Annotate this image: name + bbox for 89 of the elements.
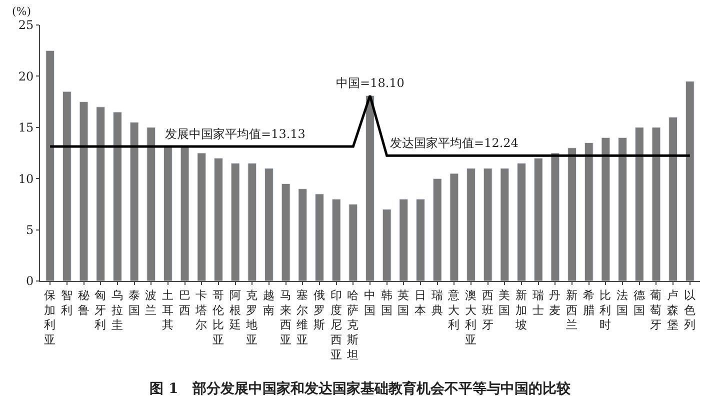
bar xyxy=(517,162,526,281)
bar xyxy=(584,142,594,281)
y-tick-label: 0 xyxy=(26,274,34,288)
x-tick-label: 瑞士 xyxy=(532,288,544,317)
bar xyxy=(534,158,543,281)
x-tick-label: 匈牙利 xyxy=(94,288,107,332)
bar xyxy=(348,204,358,281)
bar xyxy=(466,168,476,281)
bar xyxy=(601,137,610,281)
text: 图 1 部分发展中国家和发达国家基础教育机会不平等与中国的比较 xyxy=(150,380,572,398)
x-tick-label: 新加坡 xyxy=(514,288,528,332)
y-axis-title: (%) xyxy=(12,5,32,18)
x-tick-label: 保加利亚 xyxy=(44,288,56,347)
x-tick-label: 中国 xyxy=(364,288,376,317)
bar xyxy=(618,137,628,281)
bar xyxy=(685,81,694,281)
x-tick-label: 日本 xyxy=(414,288,427,317)
bar xyxy=(332,198,341,281)
x-tick-label: 新西兰 xyxy=(566,288,578,332)
bar xyxy=(164,146,172,281)
x-tick-label: 丹麦 xyxy=(549,288,562,317)
annotation: 发达国家平均值=12.24 xyxy=(390,136,519,150)
x-tick-label: 波兰 xyxy=(145,288,158,317)
bar xyxy=(214,158,223,281)
annotation: 中国=18.10 xyxy=(336,76,404,90)
bar xyxy=(248,162,257,281)
x-tick-label: 韩国 xyxy=(380,288,393,317)
x-tick-label: 以色列 xyxy=(684,288,696,332)
bar xyxy=(652,127,661,281)
annotation: 发展中国家平均值=13.13 xyxy=(165,127,306,141)
x-tick-label: 土耳其 xyxy=(162,288,174,332)
bar xyxy=(197,152,206,281)
x-tick-label: 印度尼西亚 xyxy=(330,288,342,362)
x-tick-label: 卢森堡 xyxy=(667,288,680,332)
x-tick-label: 乌拉圭 xyxy=(111,288,124,332)
x-tick-label: 澳大利亚 xyxy=(465,288,478,347)
bar xyxy=(416,198,425,281)
y-tick-label: 25 xyxy=(18,18,34,32)
bar xyxy=(281,183,290,281)
x-tick-label: 美国 xyxy=(498,288,511,317)
bar xyxy=(568,148,576,281)
bar xyxy=(450,173,459,281)
bar xyxy=(79,102,88,281)
x-tick-label: 秘鲁 xyxy=(78,288,90,317)
x-tick-label: 法国 xyxy=(616,288,629,317)
y-tick-label: 15 xyxy=(18,120,34,135)
bar xyxy=(46,50,55,281)
bar xyxy=(399,198,408,281)
x-tick-label: 葡萄牙 xyxy=(650,288,662,332)
bar xyxy=(180,146,190,281)
bar xyxy=(366,95,374,281)
x-tick-label: 塞尔维亚 xyxy=(296,288,309,347)
x-tick-label: 卡塔尔 xyxy=(194,288,208,332)
bar xyxy=(483,168,492,281)
bar xyxy=(230,162,240,281)
bar xyxy=(315,194,324,281)
x-tick-label: 意大利 xyxy=(447,288,460,332)
x-tick-label: 英国 xyxy=(398,288,410,317)
bar xyxy=(298,188,308,281)
x-tick-label: 克罗地亚 xyxy=(245,288,258,347)
bar xyxy=(432,178,442,281)
x-tick-label: 巴西 xyxy=(178,288,191,317)
y-tick-label: 5 xyxy=(26,223,34,237)
bar xyxy=(550,152,560,281)
x-tick-label: 希腊 xyxy=(582,288,595,317)
bar xyxy=(146,127,156,281)
bar xyxy=(130,122,139,281)
x-tick-label: 马来西亚 xyxy=(280,288,292,347)
y-tick-label: 10 xyxy=(18,172,34,186)
x-tick-label: 泰国 xyxy=(128,288,140,317)
bar xyxy=(62,91,72,281)
x-tick-label: 德国 xyxy=(633,288,646,317)
x-tick-label: 哥伦比亚 xyxy=(212,288,224,347)
x-tick-label: 越南 xyxy=(262,288,275,317)
x-tick-label: 哈萨克斯坦 xyxy=(346,288,360,362)
x-tick-label: 阿根廷 xyxy=(228,288,242,332)
x-tick-label: 西班牙 xyxy=(482,288,494,332)
bar xyxy=(112,112,122,281)
bar xyxy=(668,116,678,281)
x-tick-label: 俄罗斯 xyxy=(313,288,326,332)
bar xyxy=(500,168,510,281)
bar xyxy=(96,106,106,281)
bar xyxy=(264,168,274,281)
x-tick-label: 智利 xyxy=(60,288,73,317)
y-tick-label: 20 xyxy=(18,69,34,84)
x-tick-label: 比利时 xyxy=(600,288,612,332)
x-tick-label: 瑞典 xyxy=(431,288,444,317)
bar xyxy=(634,127,644,281)
bar xyxy=(382,209,392,281)
